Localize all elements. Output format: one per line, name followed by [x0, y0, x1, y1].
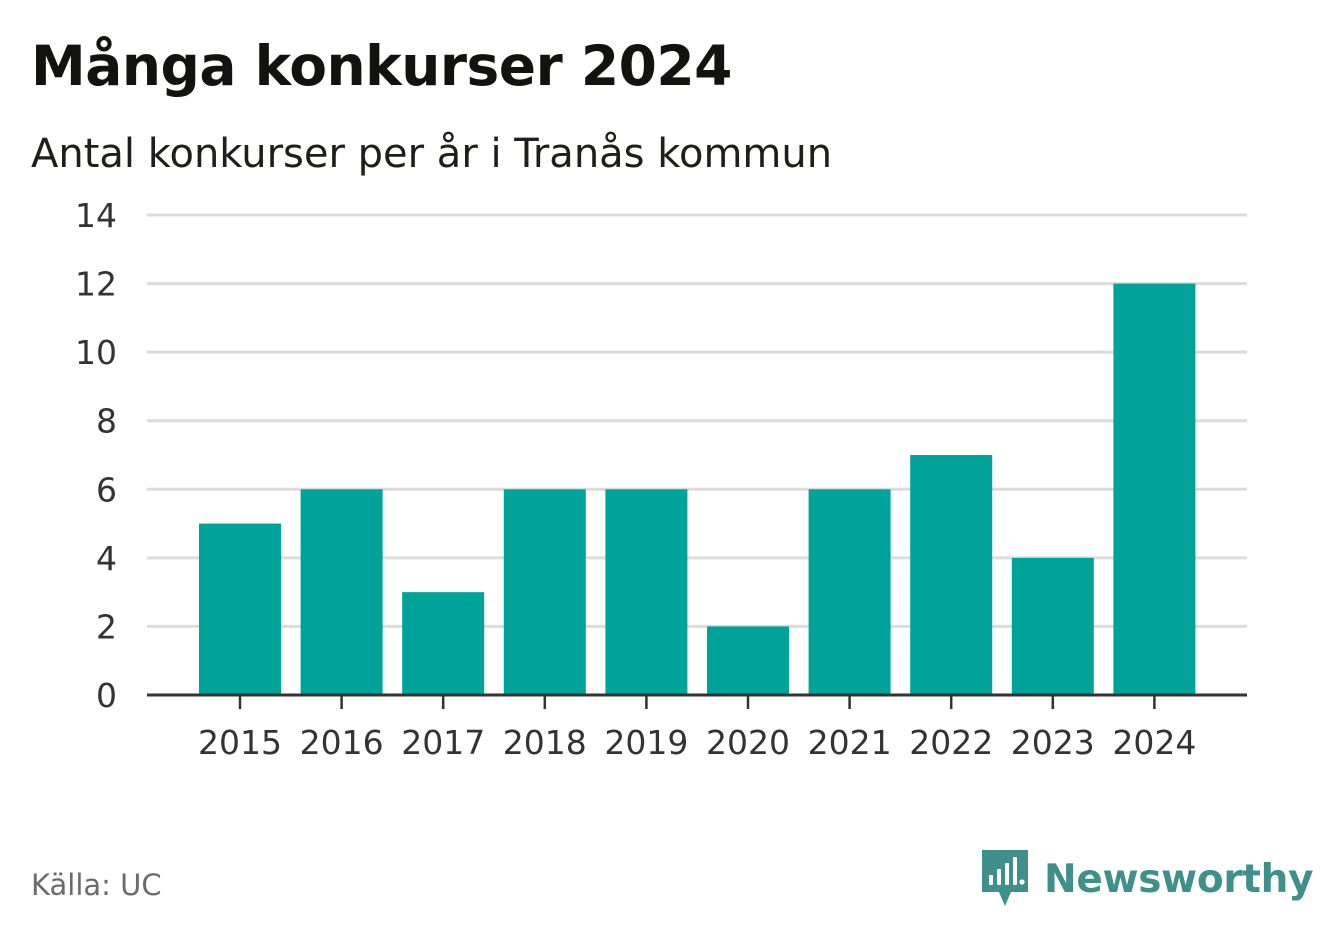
- bar-2016: [300, 489, 383, 695]
- x-tick-label: 2019: [604, 723, 688, 762]
- x-tick-label: 2024: [1112, 723, 1196, 762]
- source-note: Källa: UC: [31, 868, 162, 902]
- x-tick-label: 2022: [909, 723, 993, 762]
- x-tick-label: 2020: [706, 723, 790, 762]
- brand-name: Newsworthy: [1044, 856, 1314, 902]
- y-tick-label: 2: [96, 607, 117, 646]
- bar-2024: [1113, 283, 1196, 695]
- x-tick-label: 2018: [503, 723, 587, 762]
- bars: [199, 283, 1196, 695]
- bar-2023: [1011, 557, 1094, 695]
- chart-subtitle: Antal konkurser per år i Tranås kommun: [31, 131, 833, 177]
- y-tick-label: 12: [75, 265, 117, 304]
- x-tick-label: 2021: [808, 723, 892, 762]
- x-axis: [147, 693, 1247, 709]
- y-tick-label: 4: [96, 539, 117, 578]
- chart-title: Många konkurser 2024: [31, 34, 732, 98]
- bar-2015: [199, 523, 281, 695]
- bar-2017: [402, 592, 485, 695]
- brand-logo: Newsworthy: [980, 848, 1314, 910]
- newsworthy-logo-icon: [982, 850, 1028, 906]
- y-tick-label: 10: [75, 333, 117, 372]
- y-tick-label: 8: [96, 402, 117, 441]
- bar-2022: [910, 455, 993, 695]
- bar-2018: [503, 489, 586, 695]
- x-tick-label: 2015: [198, 723, 282, 762]
- y-tick-label: 6: [96, 470, 117, 509]
- y-axis-tick-labels: 0 2 4 6 8 10 12 14: [75, 196, 117, 715]
- x-axis-tick-labels: 2015 2016 2017 2018 2019 2020 2021 2022 2023 2024: [198, 723, 1196, 762]
- bar-2021: [808, 489, 891, 695]
- x-tick-label: 2016: [300, 723, 384, 762]
- x-tick-label: 2017: [401, 723, 485, 762]
- x-tick-label: 2023: [1011, 723, 1095, 762]
- bar-2020: [707, 626, 789, 695]
- y-tick-label: 14: [75, 196, 117, 235]
- bar-2019: [605, 489, 688, 695]
- y-tick-label: 0: [96, 676, 117, 715]
